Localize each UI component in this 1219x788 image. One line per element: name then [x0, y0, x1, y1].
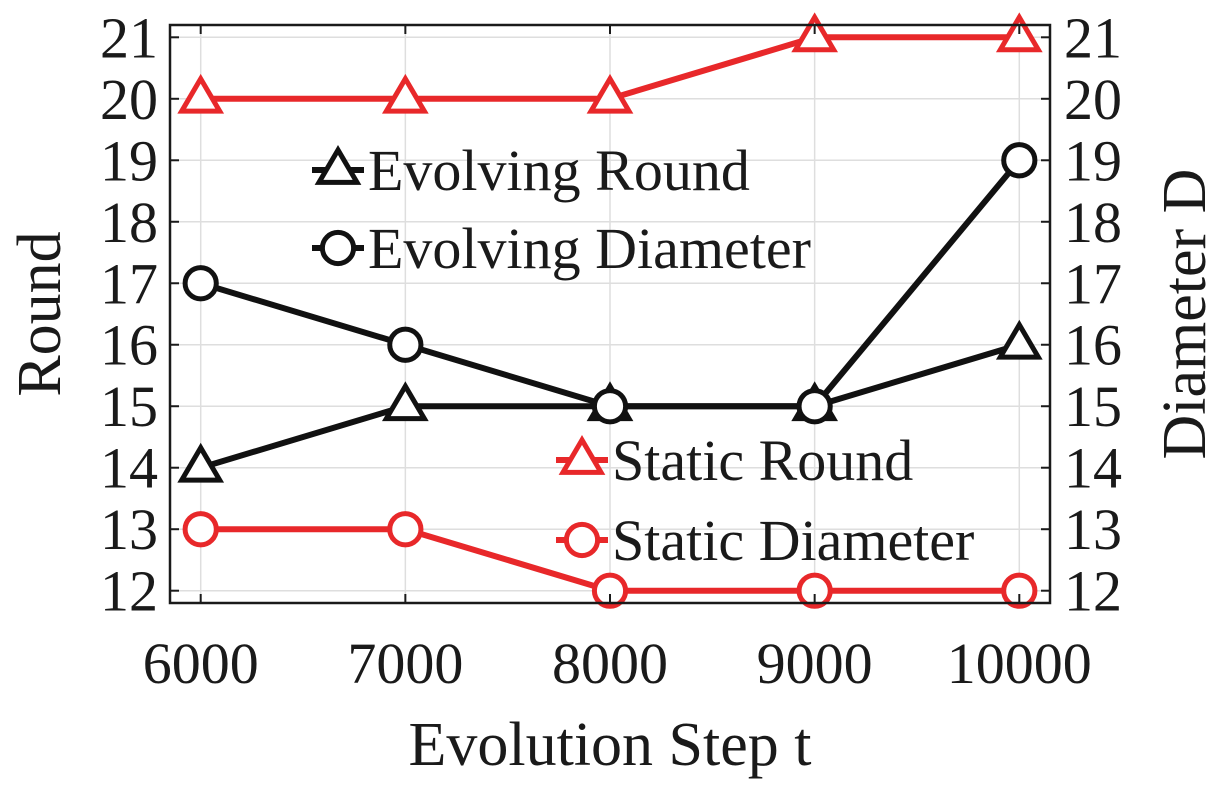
series-static-round: [177, 12, 1043, 114]
data-point-circle: [182, 265, 219, 302]
y-tick-label-right: 13: [1064, 497, 1122, 562]
y-axis-title-left: Round: [6, 231, 74, 396]
legend-item: Evolving Round: [312, 138, 750, 203]
legend-item: Evolving Diameter: [312, 216, 811, 281]
y-tick-label-left: 17: [100, 251, 158, 316]
y-tick-label-left: 12: [100, 559, 158, 624]
legend-label: Evolving Round: [368, 138, 750, 203]
data-point-triangle: [177, 442, 225, 483]
data-point-circle: [182, 511, 219, 548]
y-tick-label-left: 19: [100, 128, 158, 193]
x-tick-label: 8000: [552, 631, 668, 696]
y-tick-label-right: 17: [1064, 251, 1122, 316]
y-tick-label-left: 20: [100, 67, 158, 132]
legend-marker-triangle: [558, 435, 606, 475]
legend: Evolving Round Evolving Diameter Static Ro…: [312, 138, 974, 573]
legend-item: Static Diameter: [556, 508, 974, 573]
y-tick-label-left: 16: [100, 313, 158, 378]
data-point-triangle: [586, 73, 634, 114]
y-tick-label-right: 16: [1064, 313, 1122, 378]
y-tick-label-right: 19: [1064, 128, 1122, 193]
y-tick-label-left: 14: [100, 436, 158, 501]
series-evolving-diameter: [182, 142, 1038, 425]
legend-marker-circle: [319, 229, 357, 267]
data-point-circle: [1001, 142, 1038, 179]
y-tick-label-right: 18: [1064, 190, 1122, 255]
y-tick-label-left: 15: [100, 374, 158, 439]
x-tick-label: 10000: [947, 631, 1092, 696]
x-axis-title: Evolution Step t: [409, 711, 812, 779]
y-tick-label-right: 15: [1064, 374, 1122, 439]
legend-label: Evolving Diameter: [368, 216, 811, 281]
legend-marker-circle: [563, 521, 601, 559]
series-layer: [177, 12, 1043, 609]
series-static-diameter: [182, 511, 1038, 609]
data-point-triangle: [995, 319, 1043, 360]
legend-label: Static Diameter: [612, 508, 974, 573]
data-point-circle: [796, 572, 833, 609]
y-tick-label-right: 12: [1064, 559, 1122, 624]
data-point-circle: [591, 388, 629, 425]
data-point-circle: [796, 388, 833, 425]
data-point-triangle: [381, 381, 429, 422]
legend-label: Static Round: [612, 428, 913, 493]
legend-item: Static Round: [556, 428, 913, 493]
x-tick-label: 7000: [347, 631, 463, 696]
y-tick-label-left: 18: [100, 190, 158, 255]
tick-marks: [170, 25, 1050, 603]
data-point-circle: [387, 511, 424, 548]
y-tick-label-right: 14: [1064, 436, 1122, 501]
y-axis-title-right: Diameter D: [1151, 169, 1219, 460]
legend-marker-triangle: [314, 145, 362, 185]
data-point-circle: [387, 326, 424, 363]
data-point-triangle: [381, 73, 429, 114]
data-point-circle: [591, 572, 629, 609]
x-tick-label: 6000: [143, 631, 259, 696]
data-point-circle: [1001, 572, 1038, 609]
x-tick-label: 9000: [757, 631, 873, 696]
x-tick-labels: 6000 7000 8000 9000 10000: [143, 631, 1092, 696]
y-tick-label-right: 21: [1064, 5, 1122, 70]
y-tick-label-right: 20: [1064, 67, 1122, 132]
data-point-triangle: [177, 73, 225, 114]
y-tick-label-left: 21: [100, 5, 158, 70]
y-tick-label-left: 13: [100, 497, 158, 562]
